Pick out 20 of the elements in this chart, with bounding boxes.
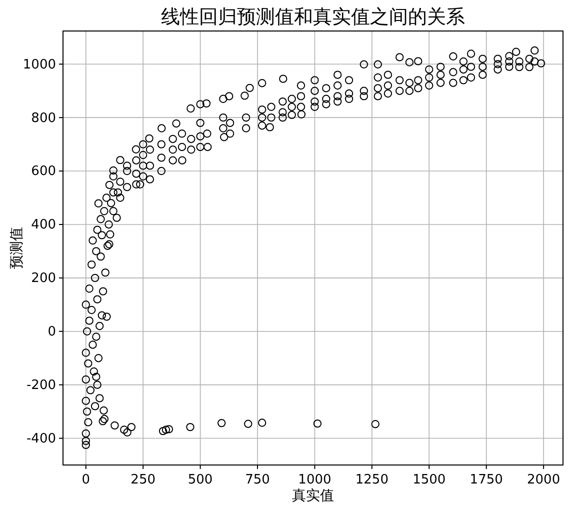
y-tick-label: 200 <box>31 271 56 286</box>
y-tick-label: 0 <box>48 324 56 340</box>
y-tick-label: 400 <box>31 218 56 233</box>
y-tick-label: 600 <box>31 164 56 180</box>
y-tick-label: 800 <box>31 110 56 126</box>
chart-title: 线性回归预测值和真实值之间的关系 <box>161 6 465 28</box>
x-tick-label: 250 <box>130 472 156 488</box>
y-tick-label: 1000 <box>22 57 56 72</box>
x-tick-label: 1250 <box>355 472 388 488</box>
x-tick-label: 0 <box>82 472 90 488</box>
y-axis-title: 预测值 <box>9 227 25 269</box>
x-axis-title: 真实值 <box>292 488 334 504</box>
x-tick-label: 2000 <box>527 472 560 488</box>
x-tick-label: 1750 <box>470 472 503 488</box>
x-tick-label: 750 <box>245 472 270 488</box>
y-tick-label: -400 <box>26 431 56 446</box>
x-tick-label: 1000 <box>298 472 332 488</box>
x-tick-label: 500 <box>188 472 213 488</box>
y-tick-label: -200 <box>26 378 56 393</box>
x-tick-label: 1500 <box>412 472 446 488</box>
